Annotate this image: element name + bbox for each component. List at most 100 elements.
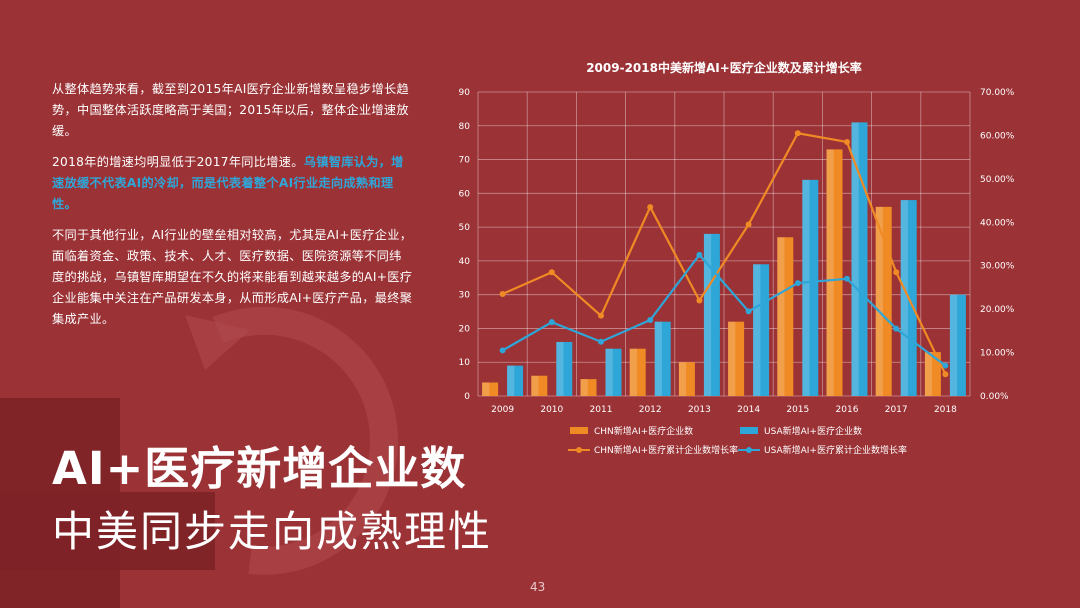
- y-tick-label: 40: [459, 257, 471, 267]
- bar-highlight: [654, 321, 662, 396]
- chart-title: 2009-2018中美新增AI+医疗企业数及累计增长率: [586, 60, 862, 75]
- paragraph-1: 从整体趋势来看，截至到2015年AI医疗企业新增数呈稳步增长趋势，中国整体活跃度…: [52, 82, 409, 138]
- paragraph-2-highlight: 乌镇智库认为，增速放缓不代表AI的冷却，而是代表着整个AI行业走向成熟和理性。: [52, 155, 404, 211]
- line-point-chn: [893, 269, 900, 276]
- line-point-usa: [598, 338, 604, 345]
- legend-label: USA新增AI+医疗累计企业数增长率: [764, 444, 907, 456]
- y2-tick-label: 70.00%: [980, 88, 1015, 98]
- y2-tick-label: 50.00%: [980, 175, 1015, 185]
- x-tick-label: 2009: [491, 405, 514, 415]
- x-tick-label: 2011: [590, 405, 613, 415]
- y2-tick-label: 0.00%: [980, 392, 1009, 402]
- bar-highlight: [900, 200, 908, 396]
- y2-tick-label: 40.00%: [980, 218, 1015, 228]
- line-point-usa: [893, 325, 900, 332]
- page-number: 43: [530, 580, 546, 594]
- bar-highlight: [851, 122, 859, 397]
- y-tick-label: 20: [459, 324, 471, 334]
- y2-tick-label: 20.00%: [980, 305, 1015, 315]
- bar-highlight: [826, 149, 834, 396]
- y2-tick-label: 60.00%: [980, 131, 1015, 141]
- legend-swatch: [740, 427, 758, 434]
- bar-highlight: [507, 365, 515, 396]
- y-tick-label: 10: [459, 358, 471, 368]
- line-usa: [502, 253, 947, 367]
- slide-title: AI+医疗新增企业数: [52, 442, 467, 495]
- bar-highlight: [728, 321, 736, 396]
- bar-highlight: [777, 237, 785, 396]
- bar-highlight: [753, 264, 761, 396]
- line-point-usa: [647, 317, 654, 323]
- x-tick-label: 2010: [540, 405, 563, 415]
- bar-usa: [654, 321, 671, 396]
- bar-chn: [580, 379, 597, 396]
- bar-highlight: [703, 233, 712, 396]
- bar-chn: [875, 206, 892, 396]
- bar-usa: [507, 365, 524, 396]
- body-text: 从整体趋势来看，截至到2015年AI医疗企业新增数呈稳步增长趋势，中国整体活跃度…: [52, 79, 414, 340]
- line-point-chn: [844, 138, 850, 145]
- bar-usa: [802, 179, 819, 396]
- line-chn: [502, 132, 947, 375]
- bar-highlight: [482, 382, 490, 396]
- paragraph-2: 2018年的增速均明显低于2017年同比增速。乌镇智库认为，增速放缓不代表AI的…: [52, 152, 414, 215]
- bar-highlight: [875, 206, 883, 396]
- line-point-usa: [794, 280, 801, 287]
- y-tick-label: 50: [459, 223, 471, 233]
- legend-swatch: [570, 427, 588, 434]
- line-point-usa: [499, 347, 506, 354]
- y2-tick-label: 30.00%: [980, 262, 1015, 272]
- bar-highlight: [678, 362, 687, 396]
- line-point-usa: [745, 308, 752, 315]
- bar-highlight: [924, 352, 933, 396]
- line-point-chn: [696, 297, 703, 304]
- x-tick-label: 2014: [737, 405, 760, 415]
- bar-chn: [531, 375, 548, 396]
- line-point-chn: [942, 371, 949, 378]
- bar-highlight: [605, 348, 613, 396]
- paragraph-3: 不同于其他行业，AI行业的壁垒相对较高，尤其是AI+医疗企业，面临着资金、政策、…: [52, 228, 413, 326]
- bar-chn: [482, 382, 499, 396]
- y-tick-label: 0: [464, 392, 470, 402]
- legend-marker: [576, 447, 582, 453]
- line-point-chn: [598, 312, 604, 319]
- y-tick-label: 70: [459, 156, 471, 166]
- line-point-chn: [794, 130, 801, 137]
- bar-chn: [678, 362, 695, 396]
- paragraph-2-plain: 2018年的增速均明显低于2017年同比增速。: [52, 155, 304, 169]
- line-point-chn: [647, 204, 654, 211]
- x-tick-label: 2017: [885, 405, 908, 415]
- bar-chn: [826, 149, 843, 396]
- bar-highlight: [949, 294, 958, 396]
- bar-usa: [605, 348, 622, 396]
- x-tick-label: 2015: [786, 405, 809, 415]
- bar-usa: [753, 264, 770, 396]
- y-tick-label: 30: [459, 291, 471, 301]
- bar-chn: [629, 348, 646, 396]
- x-tick-label: 2016: [836, 405, 859, 415]
- bar-highlight: [556, 341, 564, 396]
- bar-chn: [924, 352, 941, 396]
- line-point-usa: [844, 275, 850, 282]
- y2-tick-label: 10.00%: [980, 349, 1015, 359]
- x-tick-label: 2018: [934, 405, 957, 415]
- legend-label: CHN新增AI+医疗累计企业数增长率: [594, 444, 738, 456]
- bar-chn: [728, 321, 745, 396]
- combo-chart: 2009-2018中美新增AI+医疗企业数及累计增长率 0 10 20 30 40 50 60…: [459, 60, 1015, 456]
- line-point-chn: [745, 221, 752, 228]
- bar-usa: [556, 341, 573, 396]
- line-point-chn: [499, 290, 506, 297]
- bar-chn: [777, 237, 794, 396]
- bar-highlight: [580, 379, 588, 396]
- line-point-usa: [696, 251, 703, 258]
- x-tick-label: 2013: [688, 405, 711, 415]
- legend-label: USA新增AI+医疗企业数: [764, 425, 862, 437]
- bar-usa: [851, 122, 868, 397]
- bar-highlight: [629, 348, 637, 396]
- legend-marker: [746, 447, 752, 453]
- legend-label: CHN新增AI+医疗企业数: [594, 425, 693, 437]
- bar-highlight: [531, 375, 539, 396]
- bar-usa: [949, 294, 966, 396]
- line-point-usa: [942, 362, 949, 369]
- line-point-chn: [548, 269, 555, 276]
